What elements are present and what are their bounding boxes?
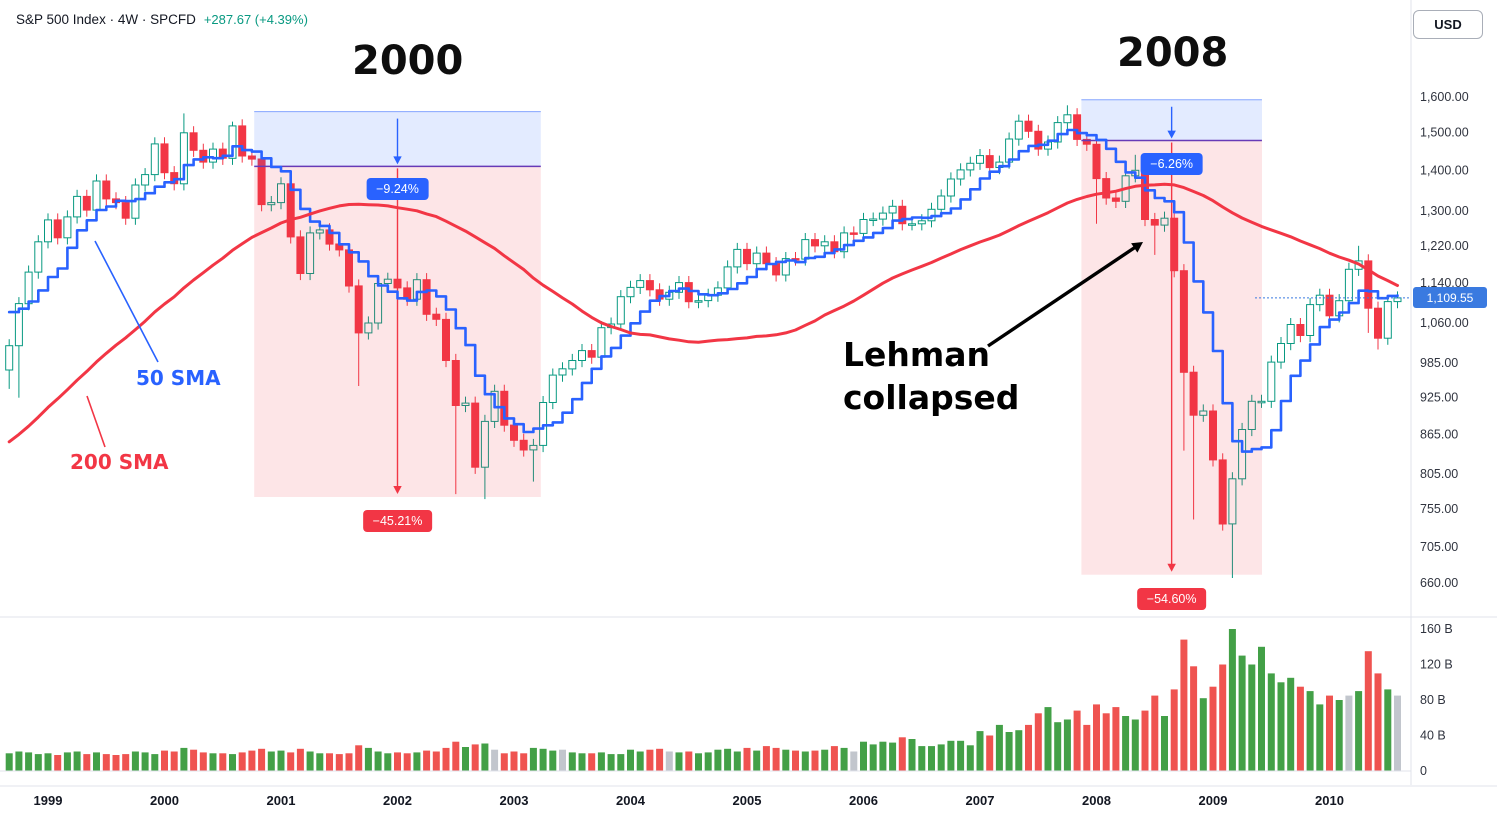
time-tick-label: 2000 xyxy=(150,793,179,808)
time-tick-label: 2003 xyxy=(500,793,529,808)
drawdown-pill-2008-initial[interactable]: −6.26% xyxy=(1140,152,1204,175)
price-tick-label: 1,500.00 xyxy=(1420,125,1469,139)
sma200-label[interactable]: 200 SMA xyxy=(70,450,169,474)
annotation-year-2000[interactable]: 2000 xyxy=(352,38,464,84)
time-tick-label: 2004 xyxy=(616,793,646,808)
price-change: +287.67 (+4.39%) xyxy=(203,12,308,27)
price-tick-label: 1,140.00 xyxy=(1420,276,1469,290)
price-tick-label: 1,300.00 xyxy=(1420,204,1469,218)
time-tick-label: 2006 xyxy=(849,793,878,808)
time-tick-label: 2005 xyxy=(733,793,762,808)
time-tick-label: 2010 xyxy=(1315,793,1344,808)
drawdown-pill-2000-initial[interactable]: −9.24% xyxy=(366,178,429,201)
price-tick-label: 660.00 xyxy=(1420,576,1458,590)
volume-tick-label: 0 xyxy=(1420,764,1427,778)
price-tick-label: 705.00 xyxy=(1420,540,1458,554)
drawdown-pill-2008-total[interactable]: −54.60% xyxy=(1136,587,1207,610)
sma-lines-layer[interactable] xyxy=(7,128,1399,453)
currency-button[interactable]: USD xyxy=(1413,10,1483,39)
price-tick-label: 755.00 xyxy=(1420,502,1458,516)
price-tick-label: 1,600.00 xyxy=(1420,90,1469,104)
time-tick-label: 2002 xyxy=(383,793,412,808)
sma50-line xyxy=(7,128,1399,453)
time-tick-label: 2009 xyxy=(1199,793,1228,808)
drawdown-pill-2000-total[interactable]: −45.21% xyxy=(362,509,433,532)
price-tick-label: 985.00 xyxy=(1420,356,1458,370)
price-tick-label: 1,060.00 xyxy=(1420,316,1469,330)
annotation-year-2008[interactable]: 2008 xyxy=(1117,30,1229,76)
time-tick-label: 2001 xyxy=(267,793,296,808)
last-price-label: 1,109.55 xyxy=(1413,287,1487,309)
volume-tick-label: 120 B xyxy=(1420,658,1453,672)
time-tick-label: 2007 xyxy=(966,793,995,808)
sma50-label[interactable]: 50 SMA xyxy=(136,366,221,390)
volume-tick-label: 80 B xyxy=(1420,693,1446,707)
volume-tick-label: 40 B xyxy=(1420,729,1446,743)
time-tick-label: 2008 xyxy=(1082,793,1111,808)
sma200-line xyxy=(7,182,1399,444)
symbol-legend: S&P 500 Index · 4W · SPCFD +287.67 (+4.39… xyxy=(16,12,308,27)
pointer-lines-layer xyxy=(86,240,1143,448)
price-tick-label: 925.00 xyxy=(1420,391,1458,405)
annotation-lehman-collapsed[interactable]: Lehman collapsed xyxy=(843,335,1020,417)
volume-layer[interactable] xyxy=(5,629,1401,772)
price-tick-label: 805.00 xyxy=(1420,467,1458,481)
symbol-title[interactable]: S&P 500 Index · 4W · SPCFD xyxy=(16,12,196,27)
price-tick-label: 1,220.00 xyxy=(1420,239,1469,253)
price-tick-label: 1,400.00 xyxy=(1420,163,1469,177)
time-tick-label: 1999 xyxy=(34,793,63,808)
price-tick-label: 865.00 xyxy=(1420,428,1458,442)
volume-tick-label: 160 B xyxy=(1420,622,1453,636)
